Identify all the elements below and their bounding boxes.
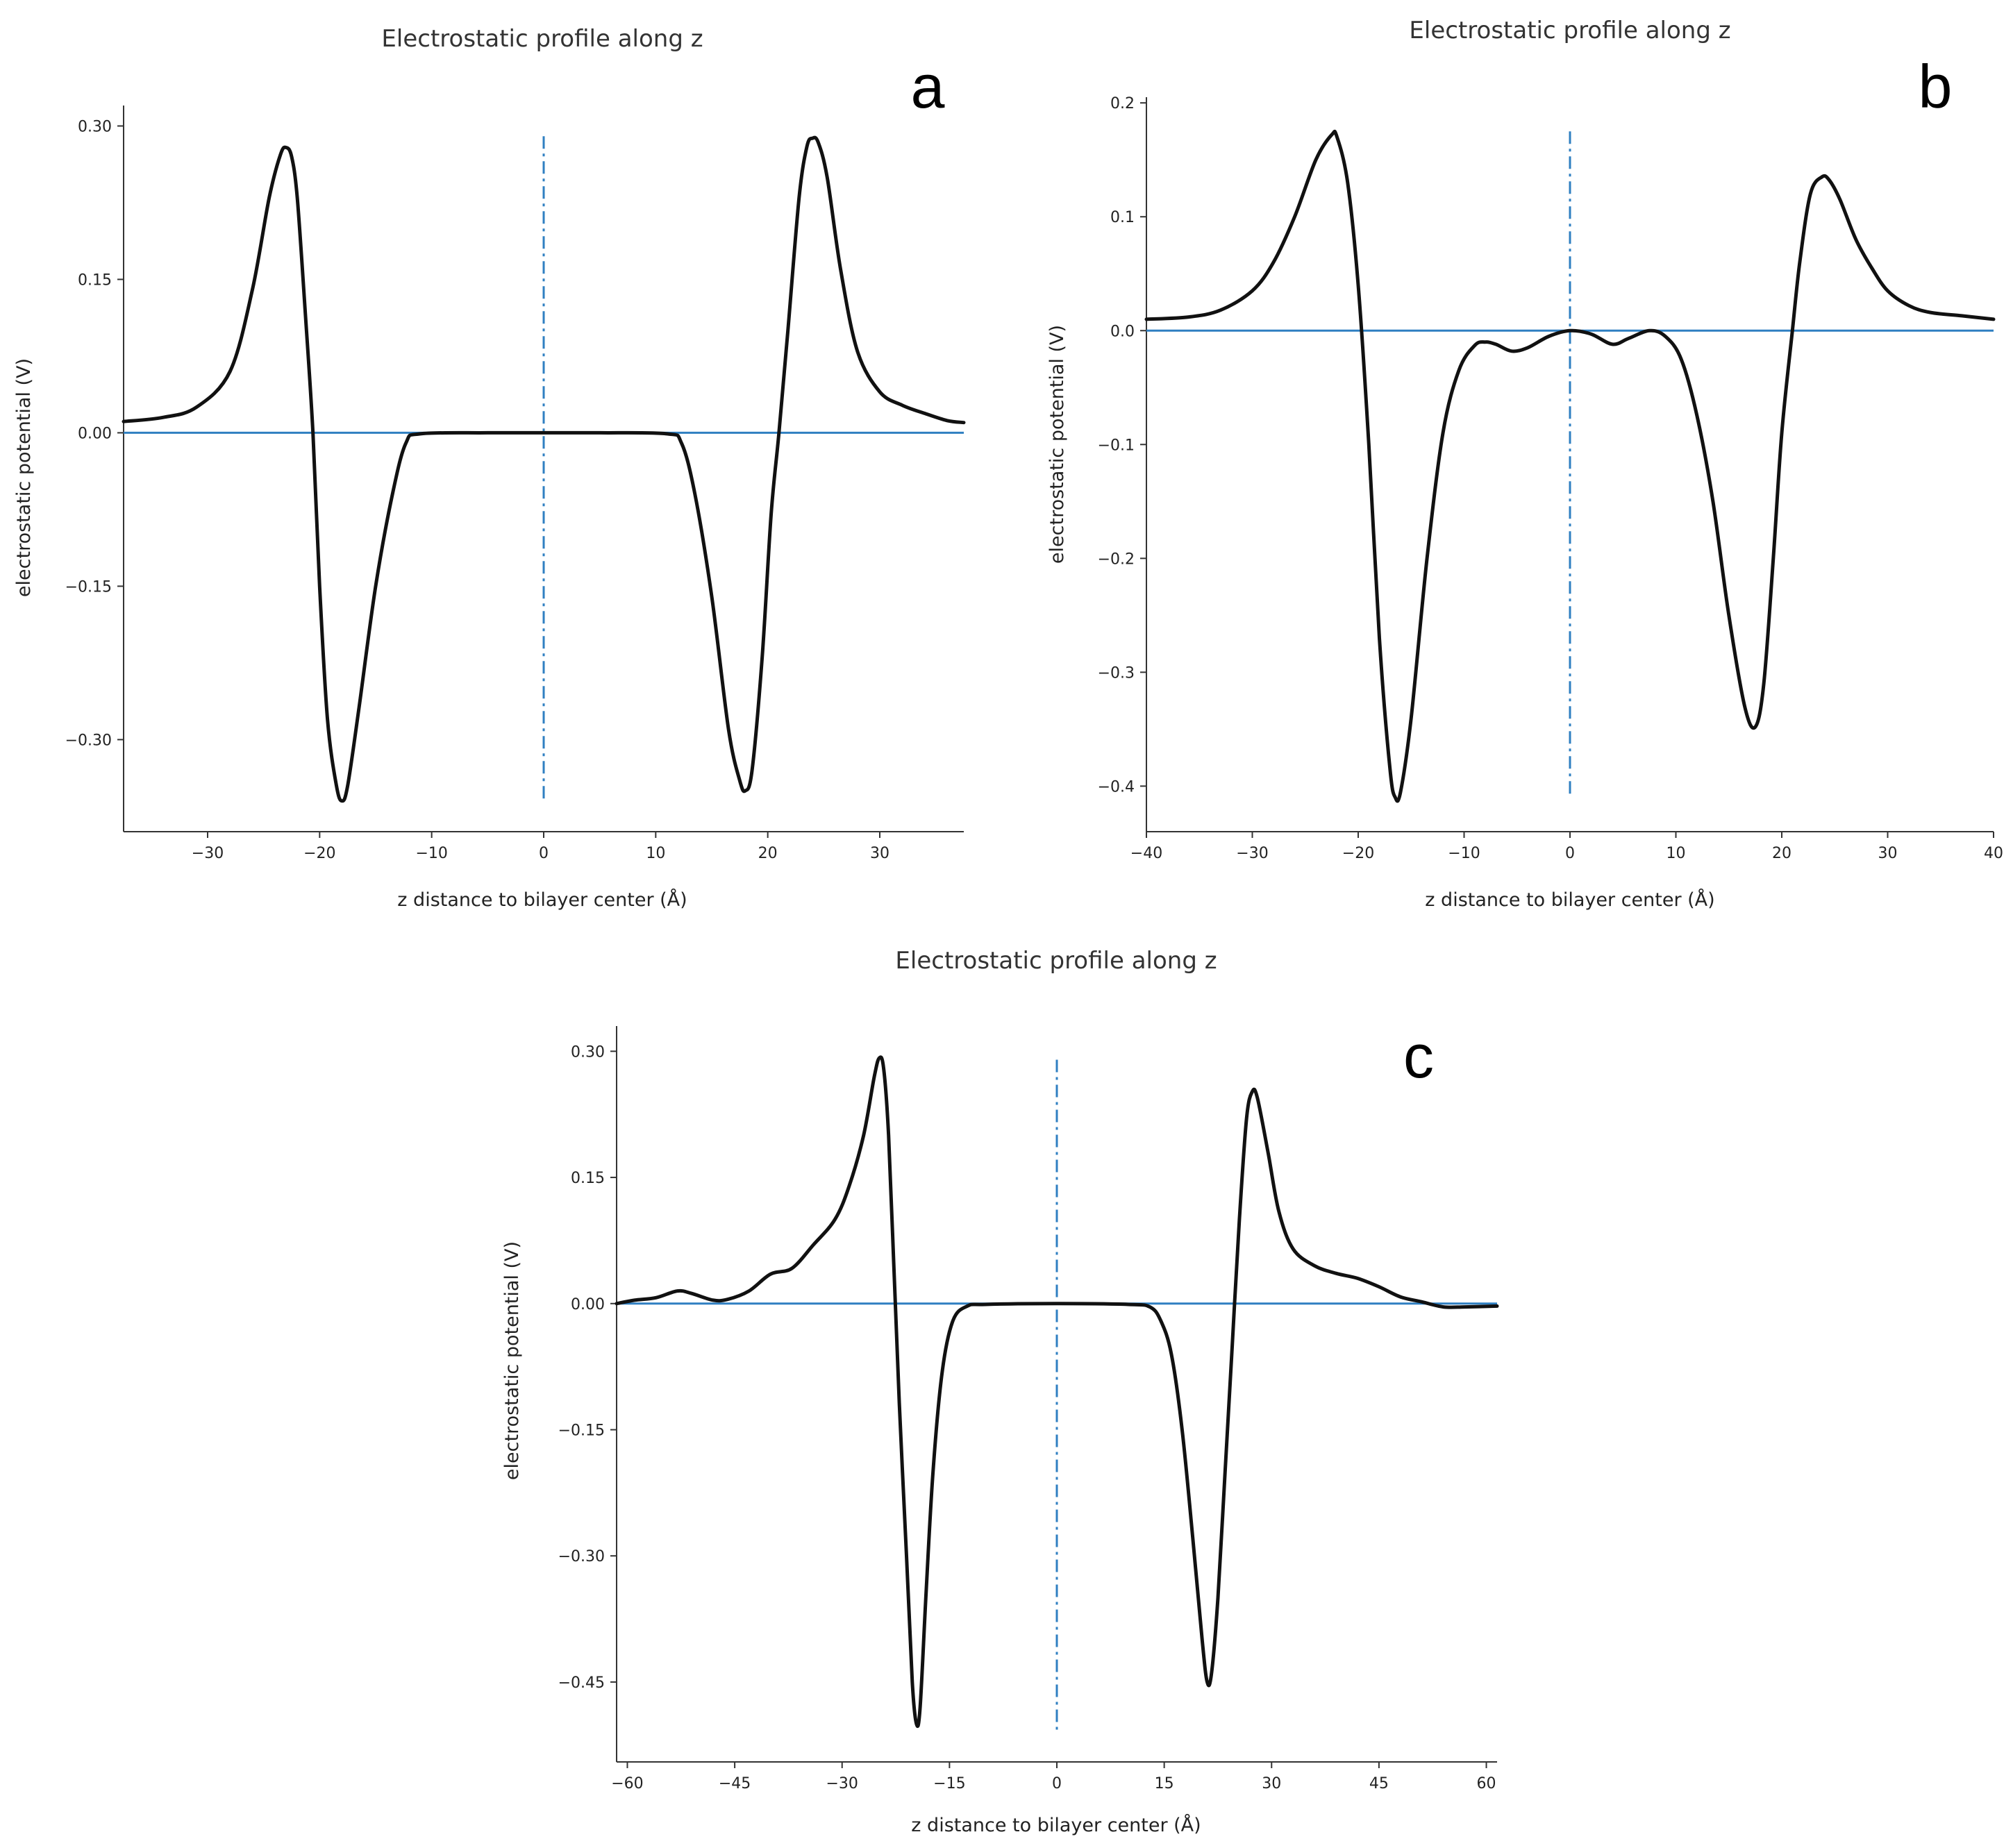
x-tick-label: −15 xyxy=(933,1775,965,1792)
x-axis-label: z distance to bilayer center (Å) xyxy=(1425,889,1714,911)
x-tick-label: 0 xyxy=(1565,845,1575,862)
y-tick-label: −0.3 xyxy=(1098,664,1135,682)
y-tick-label: 0.1 xyxy=(1110,209,1135,226)
x-tick-label: 30 xyxy=(1878,845,1898,862)
x-tick-label: −40 xyxy=(1130,845,1162,862)
y-tick-label: −0.15 xyxy=(65,578,112,596)
panel-a: Electrostatic profile along z a 0.30 0.15… xyxy=(13,25,966,911)
chart-title: Electrostatic profile along z xyxy=(381,25,703,53)
panel-label: a xyxy=(911,52,945,121)
panel-label: b xyxy=(1919,52,1953,121)
x-tick-label: −45 xyxy=(719,1775,751,1792)
y-tick-label: −0.1 xyxy=(1098,437,1135,454)
y-tick-label: 0.15 xyxy=(571,1170,605,1187)
plot-area: 0.30 0.15 0.00 −0.15 −0.30 −30 −20 −10 0 10 20 30 xyxy=(65,106,966,862)
x-tick-label: −10 xyxy=(1448,845,1480,862)
y-tick-label: 0.00 xyxy=(571,1296,605,1313)
x-tick-label: 60 xyxy=(1477,1775,1496,1792)
panel-c: Electrostatic profile along z c 0.30 0.15… xyxy=(501,947,1499,1836)
x-tick-label: −30 xyxy=(826,1775,858,1792)
panel-label: c xyxy=(1403,1022,1434,1091)
panel-b: Electrostatic profile along z b 0.20.10.… xyxy=(1046,17,2003,911)
y-axis-label: electrostatic potential (V) xyxy=(13,358,35,597)
series-line xyxy=(1144,129,1996,803)
x-tick-label: 10 xyxy=(1667,845,1686,862)
x-tick-label: −60 xyxy=(611,1775,643,1792)
chart-title: Electrostatic profile along z xyxy=(1409,17,1730,44)
y-tick-label: 0.30 xyxy=(571,1043,605,1061)
y-axis-label: electrostatic potential (V) xyxy=(501,1241,523,1480)
y-tick-label: 0.0 xyxy=(1110,323,1135,340)
x-axis-label: z distance to bilayer center (Å) xyxy=(397,889,687,911)
y-tick-label: −0.2 xyxy=(1098,551,1135,568)
x-tick-label: 0 xyxy=(539,845,549,862)
x-tick-label: 20 xyxy=(758,845,778,862)
y-tick-label: 0.2 xyxy=(1110,95,1135,112)
series-line xyxy=(615,1055,1499,1728)
y-tick-label: 0.15 xyxy=(78,271,112,289)
y-tick-label: −0.30 xyxy=(65,732,112,749)
plot-area: 0.2 0.1 0.0 −0.1 −0.2 −0.3 −0.4 −40 −30 −20 −10 0 10… xyxy=(1098,95,2003,862)
x-tick-label: 30 xyxy=(870,845,889,862)
x-tick-label: −30 xyxy=(192,845,224,862)
x-tick-label: 30 xyxy=(1262,1775,1281,1792)
y-tick-label: −0.30 xyxy=(558,1548,605,1565)
y-tick-label: −0.4 xyxy=(1098,778,1135,796)
y-tick-label: −0.45 xyxy=(558,1674,605,1692)
y-tick-label: 0.30 xyxy=(78,118,112,135)
y-tick-label: −0.15 xyxy=(558,1422,605,1439)
x-tick-label: 20 xyxy=(1772,845,1791,862)
x-tick-label: −20 xyxy=(303,845,335,862)
x-tick-label: 40 xyxy=(1984,845,2003,862)
x-tick-label: 0 xyxy=(1052,1775,1062,1792)
x-tick-label: 10 xyxy=(646,845,665,862)
y-tick-label: 0.00 xyxy=(78,425,112,442)
series-line xyxy=(122,135,966,803)
y-axis-label: electrostatic potential (V) xyxy=(1046,325,1068,564)
plot-area: 0.30 0.15 0.00 −0.15 −0.30 −0.45 −60 −45 −30 −15 0… xyxy=(558,1026,1499,1792)
x-tick-label: −10 xyxy=(415,845,447,862)
x-tick-label: −20 xyxy=(1342,845,1374,862)
x-tick-label: 15 xyxy=(1155,1775,1174,1792)
chart-title: Electrostatic profile along z xyxy=(895,947,1217,975)
x-tick-label: −30 xyxy=(1236,845,1268,862)
x-tick-label: 45 xyxy=(1369,1775,1389,1792)
x-axis-label: z distance to bilayer center (Å) xyxy=(911,1814,1201,1836)
